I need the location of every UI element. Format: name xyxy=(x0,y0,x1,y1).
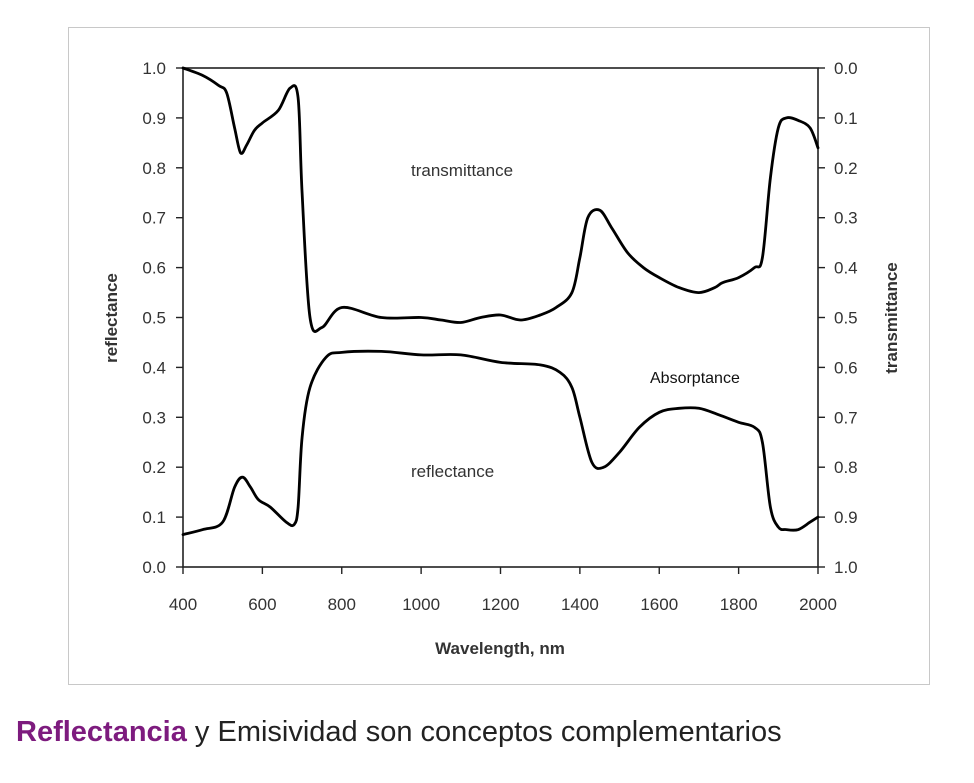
y-tick-label-left: 0.9 xyxy=(142,109,166,128)
y-tick-label-right: 0.5 xyxy=(834,309,858,328)
y-tick-label-right: 0.7 xyxy=(834,408,858,427)
y-tick-label-left: 0.3 xyxy=(142,408,166,427)
chart-axes xyxy=(182,67,819,568)
caption-text: y Emisividad son conceptos complementari… xyxy=(186,716,782,748)
x-axis-title: Wavelength, nm xyxy=(435,639,565,658)
plot-area-border xyxy=(182,67,819,568)
x-tick-label: 400 xyxy=(169,595,197,614)
y-tick-label-left: 0.6 xyxy=(142,259,166,278)
caption-highlight: Reflectancia xyxy=(16,716,187,748)
x-tick-label: 800 xyxy=(328,595,356,614)
y-tick-label-right: 0.0 xyxy=(834,59,858,78)
annotation-transmittance: transmittance xyxy=(411,161,513,180)
chart-frame xyxy=(68,27,930,685)
y-tick-label-right: 0.3 xyxy=(834,209,858,228)
y-tick-label-left: 1.0 xyxy=(142,59,166,78)
x-tick-label: 2000 xyxy=(799,595,837,614)
x-tick-label: 1800 xyxy=(720,595,758,614)
y-tick-label-right: 0.4 xyxy=(834,259,858,278)
chart-ticks: 400 600 800 1000 1200 1400 1600 1800 2000 0.0 0.1 0… xyxy=(142,59,857,614)
annotation-absorptance: Absorptance xyxy=(650,370,740,387)
y-tick-label-left: 0.8 xyxy=(142,159,166,178)
y-tick-label-right: 0.9 xyxy=(834,508,858,527)
chart: 400 600 800 1000 1200 1400 1600 1800 2000 0.0 0.1 0… xyxy=(102,59,901,658)
x-tick-label: 1600 xyxy=(640,595,678,614)
y-axis-title-left: reflectance xyxy=(102,273,121,363)
y-tick-label-left: 0.2 xyxy=(142,458,166,477)
x-tick-label: 1400 xyxy=(561,595,599,614)
slide-caption: Reflectancia y Emisividad son conceptos … xyxy=(16,716,782,749)
y-tick-label-right: 0.1 xyxy=(834,109,858,128)
series-line-reflectance xyxy=(181,349,820,536)
annotation-reflectance: reflectance xyxy=(411,462,494,481)
x-tick-label: 1000 xyxy=(402,595,440,614)
y-tick-label-left: 0.5 xyxy=(142,309,166,328)
x-tick-label: 600 xyxy=(248,595,276,614)
y-tick-label-left: 0.0 xyxy=(142,558,166,577)
series-line-transmittance xyxy=(181,66,820,333)
y-tick-label-right: 1.0 xyxy=(834,558,858,577)
y-tick-label-left: 0.4 xyxy=(142,358,166,377)
y-tick-label-right: 0.6 xyxy=(834,358,858,377)
chart-series xyxy=(181,66,820,536)
y-tick-label-left: 0.1 xyxy=(142,508,166,527)
y-tick-label-right: 0.8 xyxy=(834,458,858,477)
y-tick-label-left: 0.7 xyxy=(142,209,166,228)
y-tick-label-right: 0.2 xyxy=(834,159,858,178)
x-tick-label: 1200 xyxy=(482,595,520,614)
y-axis-title-right: transmittance xyxy=(882,262,901,373)
